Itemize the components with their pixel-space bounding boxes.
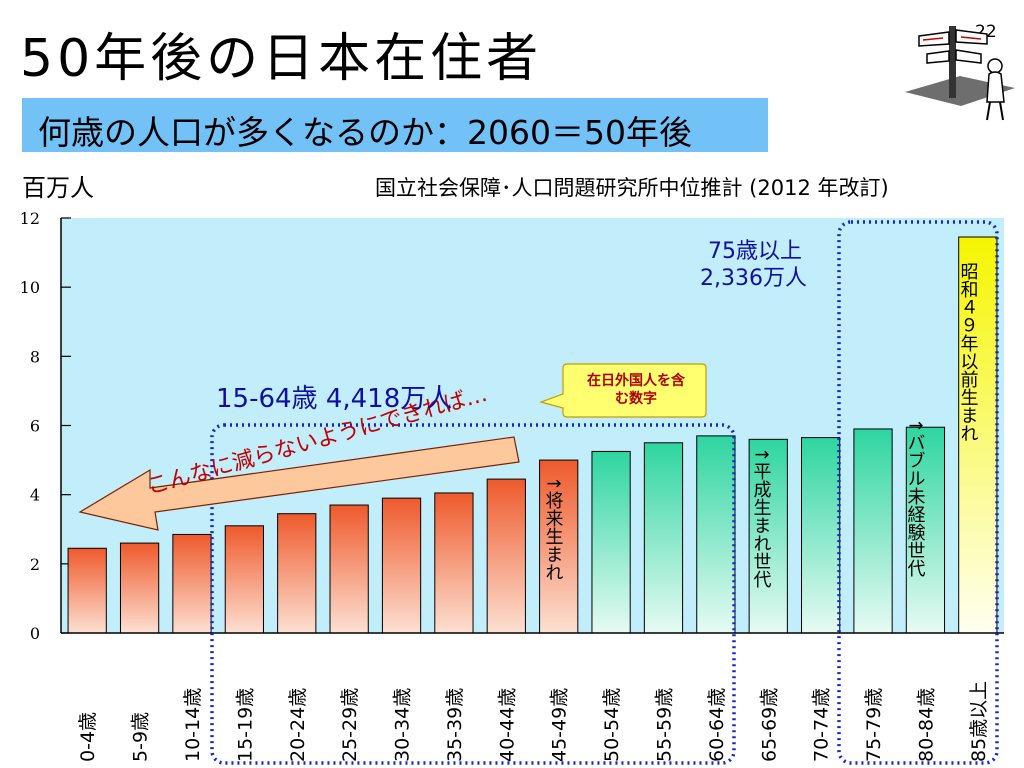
y-tick-label: 12 (20, 209, 40, 228)
x-tick-label: 50-54歳 (601, 688, 623, 762)
x-tick-label: 45-49歳 (549, 688, 571, 762)
x-tick-label: 70-74歳 (811, 688, 833, 762)
x-tick-label: 80-84歳 (915, 688, 937, 762)
subtitle-band (22, 98, 768, 152)
y-tick-label: 4 (30, 486, 40, 505)
y-tick-label: 8 (30, 347, 40, 366)
heisei-generation-label: ↑平成生まれ世代 (751, 447, 772, 588)
x-tick-label: 55-59歳 (653, 688, 675, 762)
bubble-generation-label: ↑バブル未経験世代 (905, 418, 926, 577)
y-tick-label: 10 (20, 278, 40, 297)
bar-0-4歳 (67, 547, 107, 634)
bar-40-44歳 (486, 478, 526, 634)
over75-annotation-line1: 75歳以上 (708, 239, 802, 264)
x-tick-label: 25-29歳 (339, 688, 361, 762)
bar-65-69歳 (748, 438, 788, 634)
x-tick-label: 15-19歳 (234, 688, 256, 762)
bar-50-54歳 (591, 450, 631, 634)
subtitle: 何歳の人口が多くなるのか：2060＝50年後 (38, 113, 692, 152)
page-title: 50年後の日本在住者 (20, 29, 543, 89)
showa-born-label: 昭和４９年以前生まれ (958, 262, 979, 442)
bar-10-14歳 (172, 533, 212, 634)
bar-60-64歳 (696, 435, 736, 634)
bar-5-9歳 (119, 542, 160, 634)
y-axis-unit: 百万人 (22, 174, 94, 202)
x-tick-label: 35-39歳 (444, 688, 466, 762)
x-tick-label: 65-69歳 (758, 688, 780, 762)
bar-30-34歳 (381, 497, 422, 634)
working-age-frame (210, 423, 736, 765)
x-tick-label: 60-64歳 (706, 688, 728, 762)
foreigner-callout-bubble (539, 363, 707, 418)
bar-45-49歳 (539, 459, 579, 634)
source-note: 国立社会保障･人口問題研究所中位推計 (2012 年改訂) (375, 176, 889, 200)
bar-15-19歳 (224, 525, 264, 634)
bar-70-74歳 (801, 437, 841, 634)
y-tick-label: 0 (30, 624, 40, 643)
over75-frame (837, 220, 999, 765)
bar-80-84歳 (905, 426, 946, 634)
x-tick-label: 30-34歳 (392, 688, 414, 762)
signpost-person-icon (905, 26, 1015, 121)
foreigner-callout-text: 在日外国人を含 む数字 (587, 373, 685, 407)
x-tick-label: 75-79歳 (863, 688, 885, 762)
bar-20-24歳 (277, 513, 317, 634)
bar-35-39歳 (434, 492, 474, 634)
y-tick-label: 2 (30, 555, 40, 574)
bar-25-29歳 (329, 504, 369, 634)
x-tick-label: 20-24歳 (287, 688, 309, 762)
future-born-label: ↑将来生まれ (543, 476, 564, 581)
bar-75-79歳 (853, 428, 893, 634)
x-tick-label: 40-44歳 (496, 688, 518, 762)
x-tick-label: 85歳以上 (968, 681, 990, 762)
x-tick-label: 5-9歳 (130, 712, 152, 762)
bar-55-59歳 (643, 442, 684, 634)
y-tick-label: 6 (30, 417, 40, 436)
over75-annotation-line2: 2,336万人 (700, 266, 807, 291)
decline-arrow (78, 436, 520, 531)
working-age-annotation: 15-64歳 4,418万人 (216, 384, 453, 414)
bar-85歳以上 (958, 236, 998, 634)
x-tick-label: 10-14歳 (182, 688, 204, 762)
x-tick-label: 0-4歳 (77, 712, 99, 762)
